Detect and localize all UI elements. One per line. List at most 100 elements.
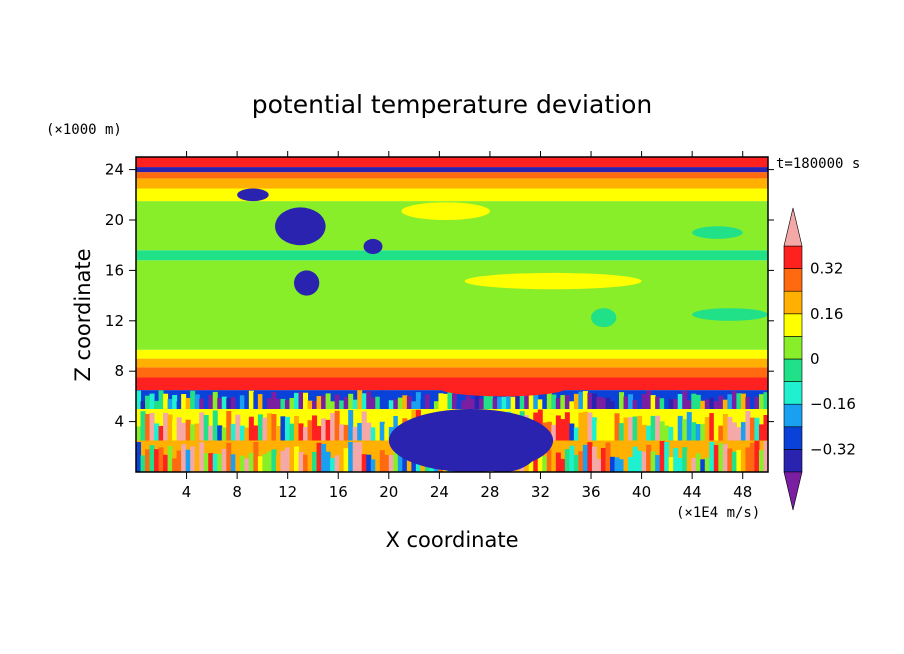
field-cell (646, 425, 652, 441)
field-cell (749, 442, 755, 472)
field-cell (280, 398, 286, 409)
field-cell (172, 395, 178, 409)
field-cell (158, 447, 164, 472)
field-cell (244, 394, 250, 409)
field-cell (470, 398, 476, 409)
field-cell (208, 453, 214, 472)
field-cell (614, 413, 620, 441)
x-tick-label: 4 (182, 483, 192, 501)
field-cell (199, 412, 205, 441)
field-cell (596, 458, 602, 472)
field-cell (546, 392, 552, 409)
field-cell (366, 454, 372, 472)
field-cell (262, 417, 268, 441)
field-cell (321, 395, 327, 409)
field-cell (190, 390, 196, 409)
field-cell (375, 417, 381, 441)
field-cell (704, 416, 710, 441)
field-cell (524, 390, 530, 409)
field-cell (519, 390, 525, 409)
y-tick-label: 24 (105, 161, 124, 179)
field-cell (275, 454, 281, 472)
field-cell (749, 398, 755, 409)
field-cell (221, 448, 227, 472)
field-cell (361, 454, 367, 472)
colorbar-segment (783, 268, 803, 292)
field-cell (442, 393, 448, 409)
field-cell (749, 417, 755, 441)
x-axis-label: X coordinate (385, 528, 518, 552)
field-cell (185, 449, 191, 472)
field-cell (406, 396, 412, 409)
field-cell (623, 441, 629, 472)
field-cell (339, 424, 345, 441)
field-cell (136, 426, 142, 441)
field-band (136, 349, 768, 359)
field-cell (325, 393, 331, 409)
field-cell (163, 454, 169, 472)
field-cell (591, 446, 597, 472)
field-band (136, 250, 768, 261)
colorbar-segment (783, 336, 803, 360)
y-tick-label: 20 (105, 211, 124, 229)
field-cell (713, 401, 719, 409)
time-label: t=180000 s (776, 156, 860, 172)
field-cell (731, 391, 737, 409)
field-cell (650, 415, 656, 441)
field-band (136, 358, 768, 368)
field-cell (569, 423, 575, 441)
field-band (136, 157, 768, 168)
field-cell (668, 399, 674, 409)
field-cell (176, 417, 182, 441)
field-cell (185, 397, 191, 409)
field-cell (659, 440, 665, 472)
field-cell (348, 409, 354, 441)
field-band (136, 167, 768, 173)
field-cell (591, 393, 597, 409)
field-cell (361, 393, 367, 409)
chart-title: potential temperature deviation (252, 90, 652, 119)
field-cell (632, 416, 638, 441)
x-tick-label: 20 (379, 483, 398, 501)
field-cell (203, 414, 209, 441)
field-cell (397, 397, 403, 409)
field-cell (316, 425, 322, 441)
field-cell (303, 392, 309, 409)
field-cell (677, 415, 683, 441)
field-cell (560, 419, 566, 441)
y-axis: 4 8 12 16 20 24 (105, 161, 774, 431)
field-cell (343, 396, 349, 409)
field-cell (217, 397, 223, 409)
field-cell (167, 398, 173, 409)
field-cell (239, 455, 245, 472)
field-cell (578, 391, 584, 409)
field-patch (591, 308, 617, 328)
field-cell (199, 398, 205, 409)
field-cell (176, 450, 182, 472)
field-cell (718, 443, 724, 472)
field-cell (307, 400, 313, 409)
field-cell (298, 392, 304, 409)
field-cell (208, 395, 214, 409)
field-cell (334, 455, 340, 472)
field-cell (479, 398, 485, 409)
colorbar-extend-bottom (783, 471, 803, 511)
field-cell (275, 426, 281, 441)
field-cell (695, 424, 701, 441)
field-cell (375, 455, 381, 472)
field-cell (312, 452, 318, 472)
field-patch (439, 380, 566, 397)
field-cell (217, 425, 223, 441)
field-cell (257, 414, 263, 441)
field-cell (438, 393, 444, 409)
field-cell (257, 394, 263, 409)
field-cell (257, 456, 263, 472)
field-cell (569, 445, 575, 472)
y-tick-label: 12 (105, 312, 124, 330)
field-cell (731, 422, 737, 441)
field-cell (573, 427, 579, 441)
field-cell (248, 416, 254, 441)
field-patch (363, 238, 383, 255)
field-cell (289, 397, 295, 409)
